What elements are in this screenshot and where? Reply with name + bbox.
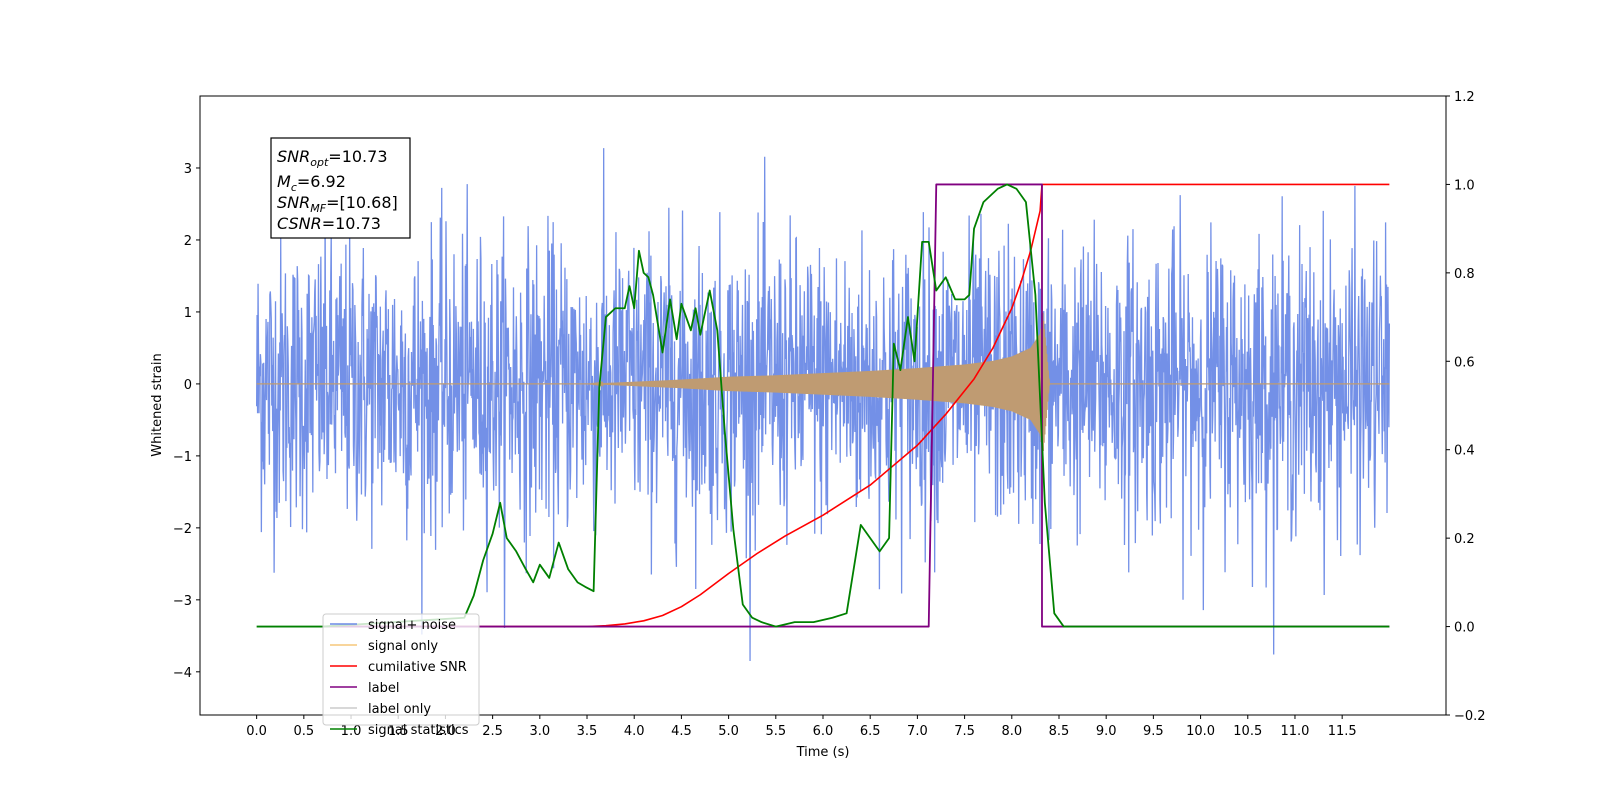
x-tick-label: 4.0 <box>624 724 645 739</box>
info-snr-opt-value: 10.73 <box>342 147 388 166</box>
series-layer <box>255 148 1391 662</box>
legend-label: label only <box>368 702 431 717</box>
legend-label: cumilative SNR <box>368 660 467 675</box>
y2-tick-label: 0.2 <box>1454 532 1475 547</box>
y-tick-label: 3 <box>184 162 192 177</box>
y-tick-label: 1 <box>184 306 192 321</box>
x-tick-label: 3.5 <box>577 724 598 739</box>
y2-tick-label: 0.0 <box>1454 621 1475 636</box>
y-axis-right: 1.2 1.0 0.8 0.6 0.4 0.2 0.0 −0.2 <box>1446 90 1486 724</box>
x-tick-label: 6.0 <box>813 724 834 739</box>
series-cumulative-snr <box>322 183 1390 628</box>
legend: signal+ noise signal only cumilative SNR la… <box>322 613 480 738</box>
y2-tick-label: 1.0 <box>1454 178 1475 193</box>
x-tick-label: 9.5 <box>1143 724 1164 739</box>
info-csnr-value: 10.73 <box>335 214 381 233</box>
series-signal-statistics <box>256 183 1390 628</box>
x-tick-label: 10.5 <box>1233 724 1262 739</box>
info-mc: Mc=6.92 <box>277 172 346 194</box>
info-snr-opt: SNRopt=10.73 <box>277 147 388 169</box>
legend-frame <box>322 613 480 726</box>
x-tick-label: 2.0 <box>435 724 456 739</box>
x-tick-label: 5.5 <box>765 724 786 739</box>
info-mc-value: 6.92 <box>310 172 346 191</box>
x-tick-label: 8.5 <box>1049 724 1070 739</box>
x-tick-label: 4.5 <box>671 724 692 739</box>
x-tick-label: 1.5 <box>388 724 409 739</box>
y2-tick-label: 0.4 <box>1454 444 1475 459</box>
series-signal-only <box>256 312 1390 454</box>
y2-tick-label: 0.8 <box>1454 267 1475 282</box>
x-tick-label: 11.5 <box>1328 724 1357 739</box>
x-tick-label: 1.0 <box>341 724 362 739</box>
info-box-frame <box>270 137 411 239</box>
x-tick-label: 3.0 <box>529 724 550 739</box>
x-tick-label: 0.5 <box>293 724 314 739</box>
info-csnr: CSNR=10.73 <box>277 214 381 233</box>
y2-tick-label: 0.6 <box>1454 355 1475 370</box>
x-tick-label: 5.0 <box>718 724 739 739</box>
y2-tick-label: −0.2 <box>1454 709 1486 724</box>
y-tick-label: 2 <box>184 234 192 249</box>
y-tick-label: −2 <box>173 522 192 537</box>
y-tick-label: −1 <box>173 450 192 465</box>
series-label <box>322 183 1390 628</box>
legend-label: label <box>368 681 399 696</box>
x-axis-label: Time (s) <box>796 745 850 760</box>
x-tick-label: 7.5 <box>954 724 975 739</box>
y-axis-left: 3 2 1 0 −1 −2 −3 −4 <box>173 162 200 681</box>
legend-label: signal only <box>368 639 438 654</box>
x-tick-label: 7.0 <box>907 724 928 739</box>
y2-tick-label: 1.2 <box>1454 90 1475 105</box>
x-tick-label: 9.0 <box>1096 724 1117 739</box>
info-snr-mf: SNRMF=[10.68] <box>277 193 398 215</box>
x-tick-label: 11.0 <box>1280 724 1309 739</box>
y-axis-label: Whitened strain <box>150 353 165 456</box>
info-snr-mf-value: [10.68] <box>339 193 397 212</box>
x-tick-label: 8.0 <box>1001 724 1022 739</box>
y-tick-label: −4 <box>173 666 192 681</box>
y-tick-label: −3 <box>173 594 192 609</box>
legend-label: signal+ noise <box>368 618 456 633</box>
x-tick-label: 10.0 <box>1186 724 1215 739</box>
x-tick-label: 6.5 <box>860 724 881 739</box>
y-tick-label: 0 <box>184 378 192 393</box>
x-axis: 0.0 0.5 1.0 1.5 2.0 2.5 3.0 3.5 4.0 4.5 5.0 5.5 6.0 6… <box>246 715 1357 739</box>
info-box: SNRopt=10.73 Mc=6.92 SNRMF=[10.68] CSNR=… <box>270 137 411 239</box>
legend-label: signal statistics <box>368 723 469 738</box>
x-tick-label: 2.5 <box>482 724 503 739</box>
x-tick-label: 0.0 <box>246 724 267 739</box>
